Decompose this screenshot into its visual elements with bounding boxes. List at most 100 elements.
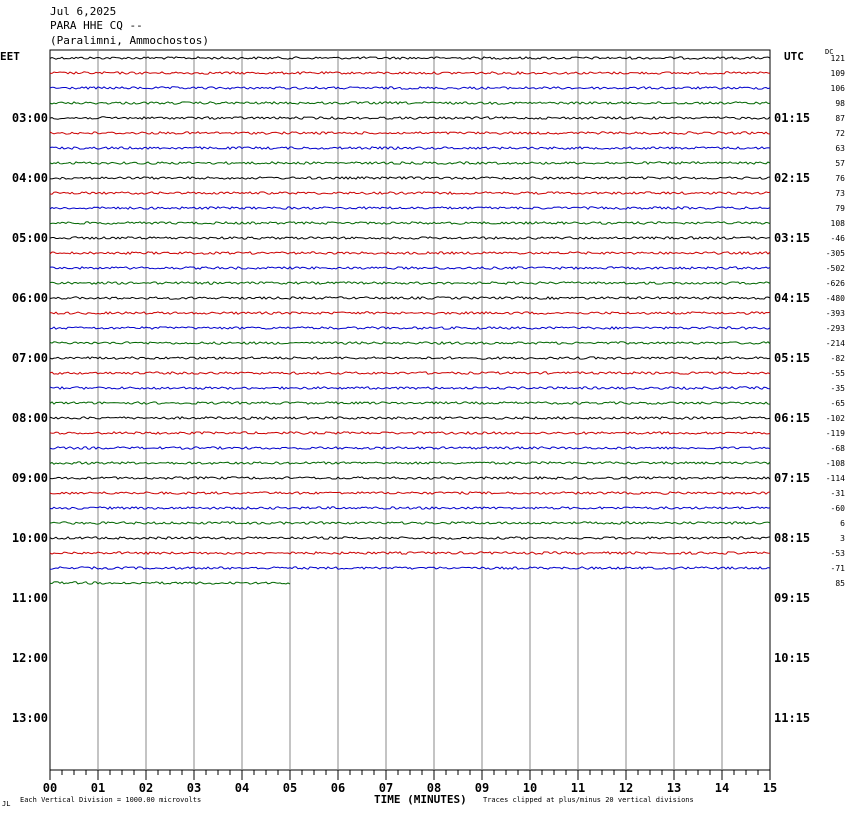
seismic-trace [49,356,771,360]
left-hour-label: 07:00 [12,351,48,365]
seismic-trace [49,221,771,225]
x-tick-label: 08 [427,781,441,795]
x-tick-label: 15 [763,781,777,795]
seismic-trace [49,71,771,75]
seismic-trace [49,536,771,540]
x-tick-label: 05 [283,781,297,795]
dc-offset-label: 63 [835,144,845,153]
footer-mark: JL [2,800,11,808]
dc-offset-label: 121 [831,54,846,63]
dc-offset-label: 87 [835,114,845,123]
date-label: Jul 6,2025 [50,5,117,18]
right-hour-label: 06:15 [774,411,810,425]
left-hour-label: 06:00 [12,291,48,305]
seismic-trace [49,146,771,150]
seismic-trace [49,416,771,420]
seismic-trace [49,266,771,270]
left-hour-label: 12:00 [12,651,48,665]
seismic-trace [49,521,771,525]
dc-offset-label: -214 [826,339,845,348]
seismic-trace [49,176,771,180]
right-hour-label: 01:15 [774,111,810,125]
right-hour-label: 03:15 [774,231,810,245]
right-hour-label: 05:15 [774,351,810,365]
seismic-trace [49,101,770,105]
seismic-trace [49,581,291,585]
dc-offset-label: 6 [840,519,845,528]
footer-clip-note: Traces clipped at plus/minus 20 vertical… [483,796,694,804]
left-hour-label: 09:00 [12,471,48,485]
seismic-trace [49,311,771,315]
seismic-trace [49,116,771,120]
seismic-trace [49,296,771,300]
footer-scale-note: Each Vertical Division = 1000.00 microvo… [20,796,202,804]
x-axis-title: TIME (MINUTES) [374,793,467,806]
dc-offset-label: -53 [831,549,846,558]
x-tick-label: 13 [667,781,681,795]
seismic-trace [49,386,771,390]
dc-offset-label: -65 [831,399,846,408]
x-tick-label: 01 [91,781,105,795]
dc-offset-label: 109 [831,69,846,78]
left-hour-label: 10:00 [12,531,48,545]
left-hour-label: 11:00 [12,591,48,605]
dc-offset-label: -393 [826,309,845,318]
seismic-trace [49,476,771,480]
dc-offset-label: 3 [840,534,845,543]
dc-offset-label: -114 [826,474,845,483]
seismic-trace [49,236,771,240]
seismic-trace [49,326,771,330]
dc-offset-label: 76 [835,174,845,183]
dc-offset-label: 79 [835,204,845,213]
seismic-trace [49,191,771,195]
x-tick-label: 03 [187,781,201,795]
x-tick-label: 14 [715,781,729,795]
seismic-trace [49,461,771,465]
x-tick-label: 06 [331,781,345,795]
left-hour-label: 03:00 [12,111,48,125]
x-tick-label: 12 [619,781,633,795]
dc-offset-label: -71 [831,564,846,573]
x-tick-label: 09 [475,781,489,795]
seismic-trace [49,341,771,345]
right-hour-label: 08:15 [774,531,810,545]
dc-offset-label: 85 [835,579,845,588]
seismic-trace [49,251,771,255]
x-tick-label: 07 [379,781,393,795]
seismic-trace [49,446,771,450]
left-hour-label: 13:00 [12,711,48,725]
plot-frame [49,49,771,771]
dc-offset-label: -68 [831,444,846,453]
seismic-trace [49,551,771,555]
seismic-trace [49,566,771,570]
x-tick-label: 00 [43,781,57,795]
seismic-trace [49,431,771,435]
dc-offset-label: -293 [826,324,845,333]
dc-offset-label: -60 [831,504,846,513]
seismic-trace [49,491,771,495]
seismic-trace [49,281,771,285]
dc-offset-label: -480 [826,294,845,303]
left-hour-label: 05:00 [12,231,48,245]
dc-offset-label: -119 [826,429,845,438]
dc-offset-label: -305 [826,249,845,258]
seismic-trace [49,506,771,510]
dc-offset-label: -626 [826,279,845,288]
seismic-trace [49,131,771,135]
dc-offset-label: 57 [835,159,845,168]
dc-offset-label: 73 [835,189,845,198]
dc-offset-label: 98 [835,99,845,108]
right-hour-label: 11:15 [774,711,810,725]
seismic-trace [49,206,771,210]
x-tick-label: 11 [571,781,585,795]
dc-offset-label: -82 [831,354,846,363]
dc-offset-label: 72 [835,129,845,138]
seismic-trace [49,56,771,60]
dc-offset-label: -502 [826,264,845,273]
location-label: (Paralimni, Ammochostos) [50,34,209,47]
x-tick-label: 10 [523,781,537,795]
dc-offset-label: 106 [831,84,846,93]
right-hour-label: 04:15 [774,291,810,305]
dc-offset-label: -35 [831,384,846,393]
